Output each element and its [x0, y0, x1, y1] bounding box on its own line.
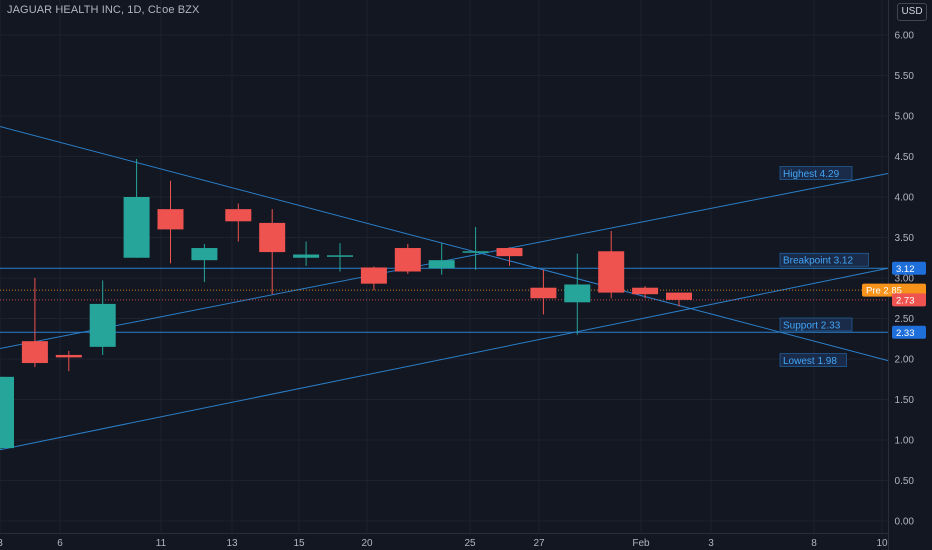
candle-body-up	[327, 255, 353, 257]
candle-body-down	[666, 292, 692, 300]
y-tick-label: 3.50	[895, 233, 915, 244]
candle-body-down	[225, 209, 252, 222]
candle-body-up	[428, 260, 455, 269]
y-tick-label: 0.50	[895, 476, 915, 487]
breakpoint-label-bg	[779, 252, 869, 267]
y-tick-label: 6.00	[895, 31, 915, 42]
chart-title: JAGUAR HEALTH INC, 1D, Cboe BZX	[7, 4, 200, 16]
level-price-tag: 3.12	[896, 264, 915, 275]
pre-market-price-tag: Pre 2.85	[866, 286, 902, 297]
candle-body-down	[530, 287, 557, 299]
candle-body-down	[55, 354, 82, 358]
y-tick-label: 2.50	[895, 314, 915, 325]
x-tick-label: 25	[464, 538, 476, 549]
y-tick-label: 5.50	[895, 71, 915, 82]
candle-body-up	[89, 303, 116, 347]
candle-body-down	[21, 341, 48, 364]
candle-body-down	[259, 222, 286, 253]
last-price-tag-bg	[892, 293, 926, 307]
level-price-tag-bg	[892, 325, 926, 339]
y-tick-label: 0.00	[895, 517, 915, 528]
y-tick-label: 3.00	[895, 274, 915, 285]
x-tick-label: 10	[876, 538, 888, 549]
support-label: Support 2.33	[783, 320, 841, 331]
currency-button[interactable]: USD	[897, 3, 927, 21]
support-trend-line	[0, 267, 889, 451]
y-tick-label: 5.00	[895, 112, 915, 123]
lowest-label-bg	[779, 353, 847, 367]
x-tick-label: 3	[708, 538, 714, 549]
y-tick-label: 2.00	[895, 355, 915, 366]
x-tick-label: 27	[533, 538, 545, 549]
downtrend-line	[0, 126, 889, 362]
x-tick-label: 11	[156, 538, 167, 549]
candle-body-down	[496, 248, 523, 257]
candle-body-down	[360, 267, 387, 284]
candle-body-down	[598, 251, 625, 293]
x-tick-label: 20	[361, 538, 373, 549]
candle-body-up	[293, 254, 320, 258]
highest-label-bg	[779, 166, 853, 180]
support-label-bg	[779, 317, 853, 332]
candle-body-down	[394, 248, 421, 272]
x-tick-label: Feb	[632, 538, 650, 549]
breakpoint-label: Breakpoint 3.12	[783, 256, 853, 267]
highest-label: Highest 4.29	[783, 169, 840, 180]
last-price-tag: 2.73	[896, 295, 915, 306]
candle-body-down	[632, 287, 659, 295]
x-tick-label: 8	[811, 538, 817, 549]
x-tick-label: 3	[0, 538, 3, 549]
x-tick-label: 13	[226, 538, 238, 549]
candle-body-up	[564, 284, 591, 303]
candle-body-up	[191, 248, 218, 261]
level-price-tag-bg	[892, 261, 926, 275]
y-tick-label: 4.00	[895, 193, 915, 204]
candle-body-up	[123, 197, 150, 258]
candle-body-up	[0, 376, 14, 449]
x-tick-label: 6	[57, 538, 63, 549]
level-price-tag: 2.33	[896, 328, 915, 339]
x-tick-label: 15	[293, 538, 305, 549]
y-tick-label: 4.50	[895, 152, 915, 163]
y-tick-label: 1.00	[895, 436, 915, 447]
candle-body-down	[157, 209, 184, 230]
y-tick-label: 1.50	[895, 395, 915, 406]
candle-body-up	[462, 251, 489, 253]
lowest-label: Lowest 1.98	[783, 356, 837, 367]
